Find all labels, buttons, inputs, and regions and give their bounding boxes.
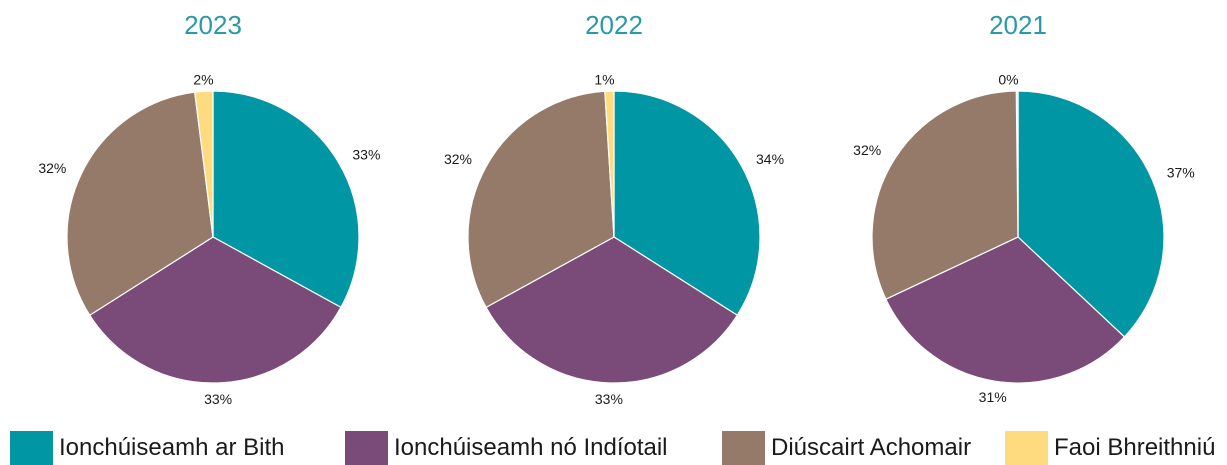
- pie-slice: [604, 90, 615, 238]
- legend-item-ionchuiseamh-no-indiotail: Ionchúiseamh nó Indíotail: [345, 431, 668, 465]
- data-label: 32%: [444, 151, 472, 167]
- legend-swatch-ionchuiseamh-ar-bith: [10, 431, 53, 465]
- data-label: 33%: [352, 147, 380, 163]
- legend-item-diuscairt-achomair: Diúscairt Achomair: [722, 431, 971, 465]
- data-label: 31%: [979, 389, 1007, 405]
- data-label: 33%: [595, 391, 623, 407]
- legend-item-faoi-bhreithniu: Faoi Bhreithniú: [1005, 431, 1215, 465]
- legend-swatch-diuscairt-achomair: [722, 431, 765, 465]
- data-label: 1%: [594, 71, 614, 87]
- legend-swatch-faoi-bhreithniu: [1005, 431, 1048, 465]
- data-label: 2%: [193, 71, 213, 87]
- legend: Ionchúiseamh ar Bith Ionchúiseamh nó Ind…: [0, 425, 1227, 465]
- pie-slice: [885, 236, 1126, 384]
- pie-slice: [1015, 90, 1019, 238]
- chart-title: 2022: [585, 10, 643, 40]
- pie-slice: [613, 90, 761, 317]
- chart-title: 2023: [184, 10, 242, 40]
- pie-slice: [485, 236, 739, 384]
- pie-slice: [88, 236, 342, 384]
- legend-label: Ionchúiseamh nó Indíotail: [394, 434, 668, 461]
- chart-title: 2021: [989, 10, 1047, 40]
- legend-swatch-ionchuiseamh-no-indiotail: [345, 431, 388, 465]
- data-label: 32%: [853, 142, 881, 158]
- pie-slice: [467, 90, 615, 309]
- data-label: 33%: [204, 391, 232, 407]
- legend-label: Diúscairt Achomair: [771, 434, 972, 461]
- legend-label: Ionchúiseamh ar Bith: [59, 434, 285, 461]
- pie-chart-2021: 2021 37% 31% 32% 0%: [853, 10, 1195, 405]
- pie-slice: [1017, 90, 1165, 338]
- pie-slice: [871, 90, 1019, 300]
- pie-slice: [66, 91, 214, 317]
- pie-slice: [194, 90, 214, 238]
- pie-chart-2023: 2023 33% 33% 32% 2%: [38, 10, 380, 407]
- data-label: 34%: [756, 151, 784, 167]
- legend-item-ionchuiseamh-ar-bith: Ionchúiseamh ar Bith: [10, 431, 284, 465]
- data-label: 37%: [1167, 165, 1195, 181]
- legend-label: Faoi Bhreithniú: [1054, 434, 1216, 461]
- data-label: 0%: [998, 71, 1018, 87]
- data-label: 32%: [38, 160, 66, 176]
- pie-slice: [212, 90, 360, 309]
- pie-chart-2022: 2022 34% 33% 32% 1%: [444, 10, 784, 407]
